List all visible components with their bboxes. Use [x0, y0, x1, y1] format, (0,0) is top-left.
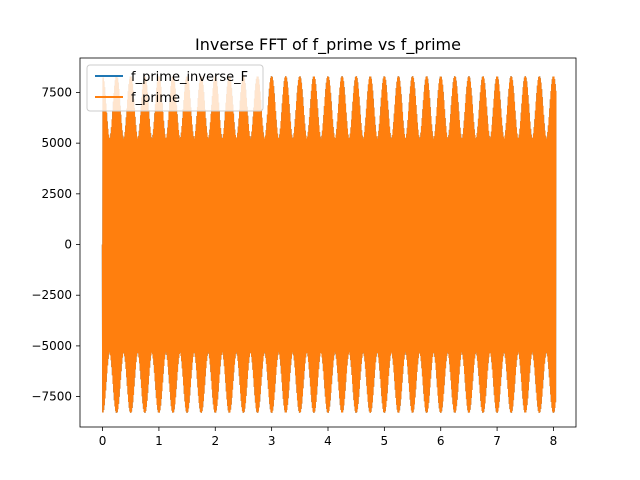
y-tick-label: 0 [64, 238, 72, 252]
x-tick-label: 7 [493, 434, 501, 448]
y-tick-label: −2500 [31, 288, 72, 302]
x-tick-label: 4 [324, 434, 332, 448]
x-tick-label: 2 [211, 434, 219, 448]
y-tick-label: −7500 [31, 390, 72, 404]
x-tick-label: 6 [437, 434, 445, 448]
series-layer [101, 76, 557, 413]
x-tick-label: 0 [99, 434, 107, 448]
legend: f_prime_inverse_F f_prime [86, 64, 264, 112]
legend-box [86, 64, 264, 112]
x-tick-label: 3 [268, 434, 276, 448]
y-tick-label: 5000 [41, 136, 72, 150]
y-tick-label: 2500 [41, 187, 72, 201]
y-axis: −7500 −5000 −2500 0 2500 5000 7500 [31, 85, 80, 404]
y-tick-label: −5000 [31, 339, 72, 353]
legend-label-f-prime: f_prime [131, 91, 180, 106]
legend-label-f-prime-inverse-f: f_prime_inverse_F [131, 70, 248, 85]
x-tick-label: 1 [155, 434, 163, 448]
y-tick-label: 7500 [41, 85, 72, 99]
chart-title: Inverse FFT of f_prime vs f_prime [195, 35, 461, 55]
x-axis: 0 1 2 3 4 5 6 7 8 [99, 427, 558, 448]
x-tick-label: 8 [550, 434, 558, 448]
series-line-f-prime [101, 76, 557, 413]
x-tick-label: 5 [381, 434, 389, 448]
